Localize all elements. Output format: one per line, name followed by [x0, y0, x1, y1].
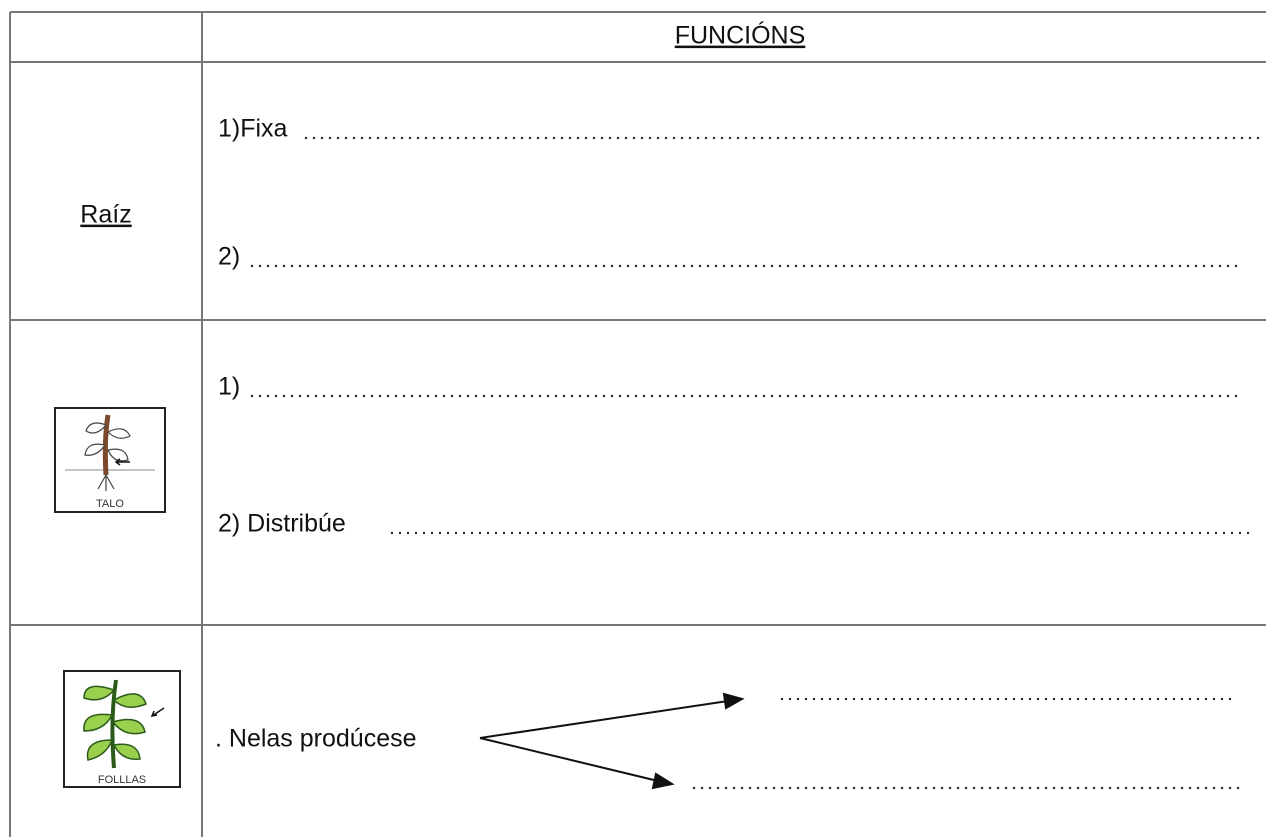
row-label: Raíz — [80, 201, 131, 229]
header-title: FUNCIÓNS — [675, 21, 806, 50]
follas-icon: FOLLLAS — [63, 670, 181, 788]
icon-label: TALO — [96, 498, 124, 510]
talo-icon: TALO — [54, 407, 166, 513]
line-text: 2) — [218, 243, 240, 271]
arrows — [479, 692, 745, 790]
icon-label: FOLLLAS — [98, 774, 146, 786]
table-grid — [9, 11, 1266, 837]
line-text: . Nelas prodúcese — [215, 725, 417, 753]
line-text: 1)Fixa — [218, 115, 288, 143]
line-text: 1) — [218, 373, 240, 401]
line-text: 2) Distribúe — [218, 510, 346, 538]
